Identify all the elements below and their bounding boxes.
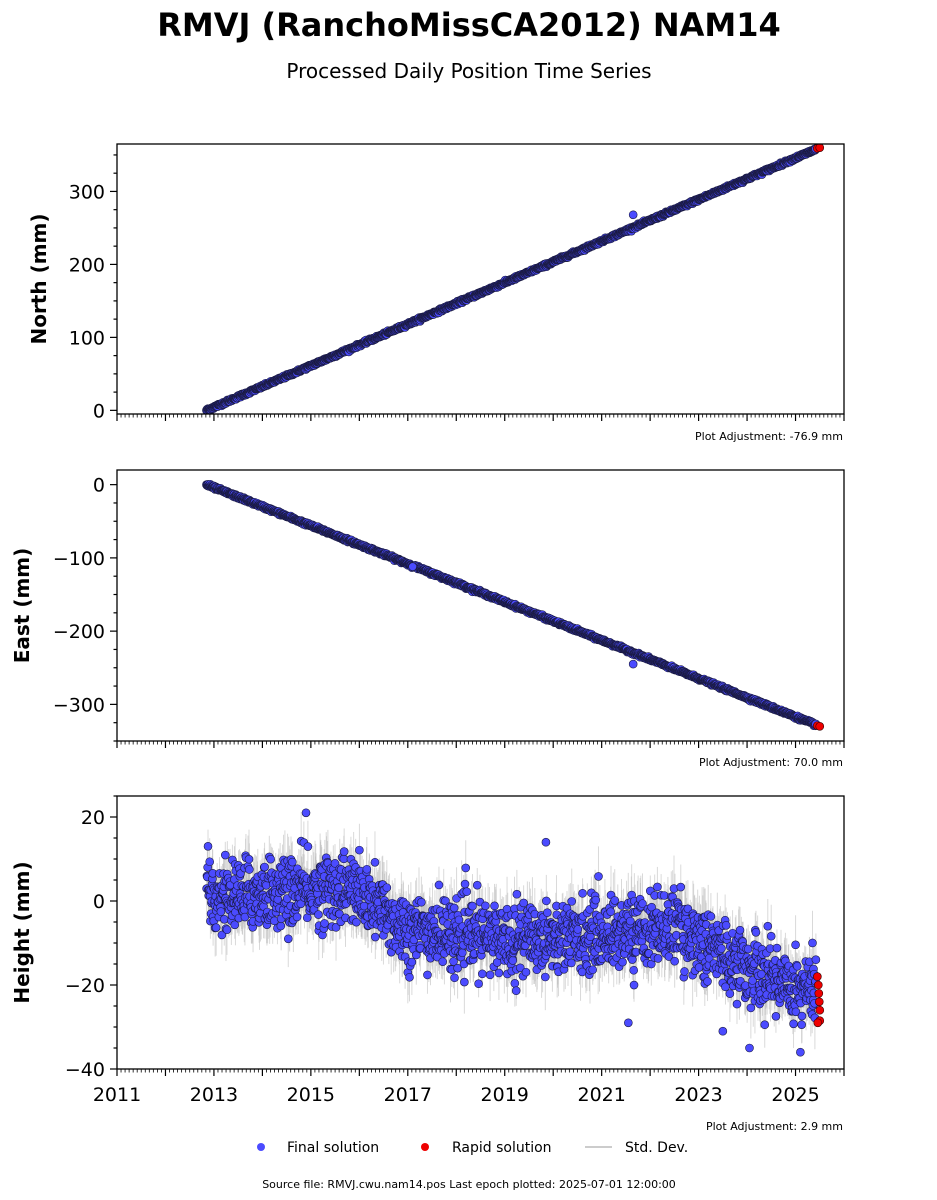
chart-title: RMVJ (RanchoMissCA2012) NAM14 [157, 6, 781, 44]
north-y-tick-label: 0 [93, 400, 105, 422]
height-data-series [202, 808, 825, 1057]
east-y-tick-label: −200 [53, 621, 105, 643]
north-final-points [202, 144, 821, 414]
north-y-tick-label: 200 [69, 254, 105, 276]
east-data-series [202, 480, 825, 731]
east-final-points [202, 480, 821, 731]
east-axes-frame [116, 469, 845, 742]
north-panel: 0 100 200 300 North (mm) [27, 143, 845, 422]
east-x-axis [116, 741, 845, 748]
north-data-series [202, 144, 825, 414]
north-y-tick-label: 300 [69, 181, 105, 203]
north-y-axis-label: North (mm) [27, 213, 51, 344]
east-y-tick-label: 0 [93, 475, 105, 497]
north-y-tick-label: 100 [69, 327, 105, 349]
final-solution-point [408, 562, 417, 571]
rapid-solution-point [815, 144, 825, 152]
final-solution-point [628, 659, 638, 669]
north-y-axis: 0 100 200 300 [69, 154, 117, 422]
east-y-axis-label: East (mm) [10, 548, 34, 664]
north-rapid-points [813, 144, 825, 153]
east-y-tick-label: −300 [53, 694, 105, 716]
final-solution-point [628, 210, 638, 220]
rapid-solution-point [815, 722, 825, 731]
east-y-axis: 0 −100 −200 −300 [53, 475, 117, 742]
chart-subtitle: Processed Daily Position Time Series [286, 59, 651, 83]
north-x-axis [116, 414, 845, 421]
east-panel: 0 −100 −200 −300 East (mm) [10, 469, 845, 748]
east-rapid-points [813, 721, 825, 731]
east-y-tick-label: −100 [53, 548, 105, 570]
